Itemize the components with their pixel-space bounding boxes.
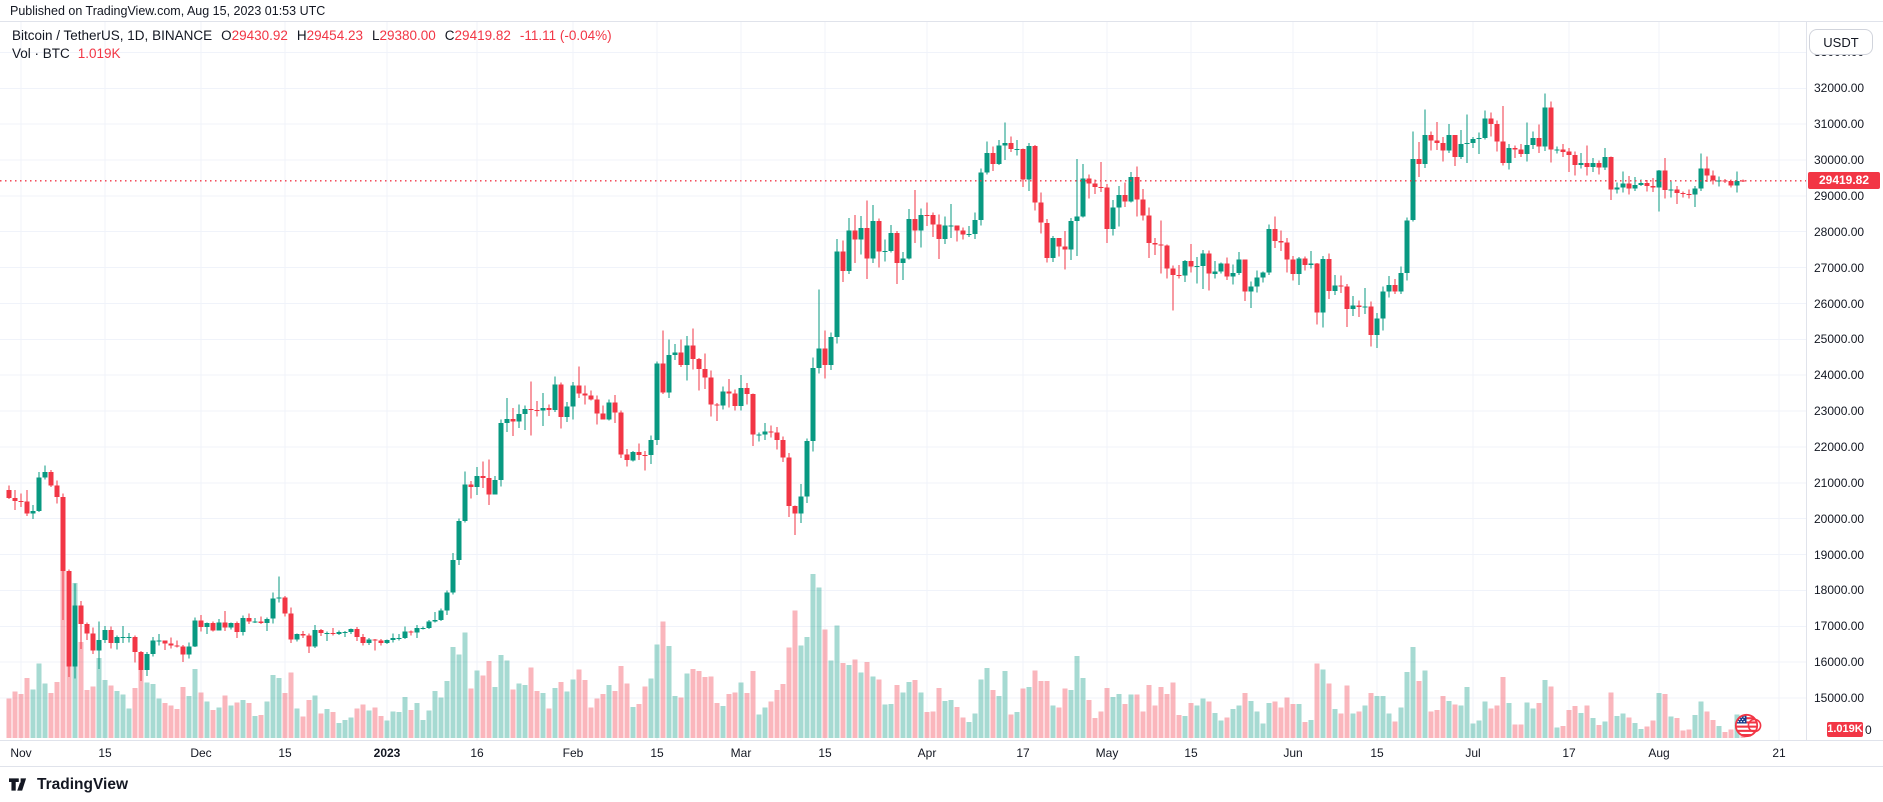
price-tick-label: 28000.00: [1814, 224, 1865, 239]
time-tick-label: 2023: [373, 746, 401, 760]
chart-legend: Bitcoin / TetherUS, 1D, BINANCE O29430.92…: [12, 27, 612, 63]
currency-button[interactable]: USDT: [1809, 29, 1873, 55]
price-tick-label: 19000.00: [1814, 547, 1865, 562]
time-tick-label: 21: [1772, 746, 1786, 760]
high-value: 29454.23: [306, 28, 363, 43]
close-label: C: [444, 28, 455, 43]
time-tick-label: 16: [470, 746, 484, 760]
price-tick-label: 32000.00: [1814, 81, 1865, 96]
tradingview-brand-text[interactable]: TradingView: [37, 775, 129, 793]
price-tick-label: 26000.00: [1814, 296, 1865, 311]
time-tick-label: 15: [98, 746, 112, 760]
open-value: 29430.92: [231, 28, 288, 43]
time-tick-label: Jul: [1465, 746, 1481, 760]
price-tick-label: 25000.00: [1814, 332, 1865, 347]
volume-value: 1.019K: [77, 46, 121, 61]
price-tick-label: 16000.00: [1814, 655, 1865, 670]
time-tick-label: Aug: [1648, 746, 1670, 760]
price-tick-label: 24000.00: [1814, 368, 1865, 383]
price-tick-label: 29000.00: [1814, 188, 1865, 203]
low-label: L: [371, 28, 380, 43]
time-tick-label: Mar: [730, 746, 752, 760]
footer: TradingView: [0, 766, 1883, 802]
price-tick-label: 27000.00: [1814, 260, 1865, 275]
price-tick-label: 22000.00: [1814, 440, 1865, 454]
time-tick-label: Feb: [562, 746, 584, 760]
time-tick-label: 15: [818, 746, 832, 760]
price-tick-label: 23000.00: [1814, 404, 1865, 419]
price-tick-label: 18000.00: [1814, 583, 1865, 598]
time-tick-label: 17: [1562, 746, 1576, 760]
time-tick-label: 17: [1016, 746, 1030, 760]
change-value: -11.11 (-0.04%): [519, 28, 612, 43]
open-label: O: [221, 28, 232, 43]
price-axis[interactable]: 33000.0032000.0031000.0030000.0029000.00…: [1806, 22, 1883, 740]
tradingview-logo-icon[interactable]: [9, 775, 31, 794]
us-economic-event-icon[interactable]: [1733, 711, 1762, 740]
published-bar: Published on TradingView.com, Aug 15, 20…: [0, 0, 1883, 22]
time-axis[interactable]: Nov 15 Dec 15 2023 16 Feb 15 Mar 15 Apr 17 May 15 Jun 1…: [0, 740, 1883, 766]
legend-row-symbol: Bitcoin / TetherUS, 1D, BINANCE O29430.92…: [12, 27, 612, 45]
close-value: 29419.82: [454, 28, 511, 43]
current-price-label: 29419.82: [1808, 172, 1880, 190]
volume-zero-label: 0: [1865, 723, 1872, 737]
current-volume-label: 1.019K: [1827, 722, 1863, 737]
volume-label[interactable]: Vol · BTC: [12, 46, 70, 61]
price-chart-plot[interactable]: [0, 0, 1806, 740]
high-label: H: [296, 28, 307, 43]
volume-bars: [6, 570, 1746, 738]
price-tick-label: 15000.00: [1814, 691, 1865, 705]
candles: [6, 93, 1746, 681]
price-tick-label: 30000.00: [1814, 153, 1865, 167]
time-tick-label: 15: [278, 746, 292, 760]
time-tick-label: 15: [650, 746, 664, 760]
price-tick-label: 21000.00: [1814, 475, 1865, 490]
time-tick-label: Nov: [10, 746, 32, 760]
published-text: Published on TradingView.com, Aug 15, 20…: [10, 4, 326, 18]
time-tick-label: 15: [1370, 746, 1384, 760]
price-tick-label: 31000.00: [1814, 117, 1865, 132]
gridlines: [0, 22, 1806, 740]
time-tick-label: Apr: [917, 746, 937, 760]
price-tick-label: 20000.00: [1814, 511, 1865, 526]
symbol-title[interactable]: Bitcoin / TetherUS, 1D, BINANCE: [12, 28, 213, 43]
time-tick-label: 15: [1184, 746, 1198, 760]
time-tick-label: Jun: [1283, 746, 1303, 760]
price-tick-label: 17000.00: [1814, 619, 1865, 634]
time-tick-label: Dec: [190, 746, 212, 760]
time-tick-label: May: [1095, 746, 1119, 760]
low-value: 29380.00: [379, 28, 436, 43]
legend-row-volume: Vol · BTC 1.019K: [12, 45, 612, 63]
